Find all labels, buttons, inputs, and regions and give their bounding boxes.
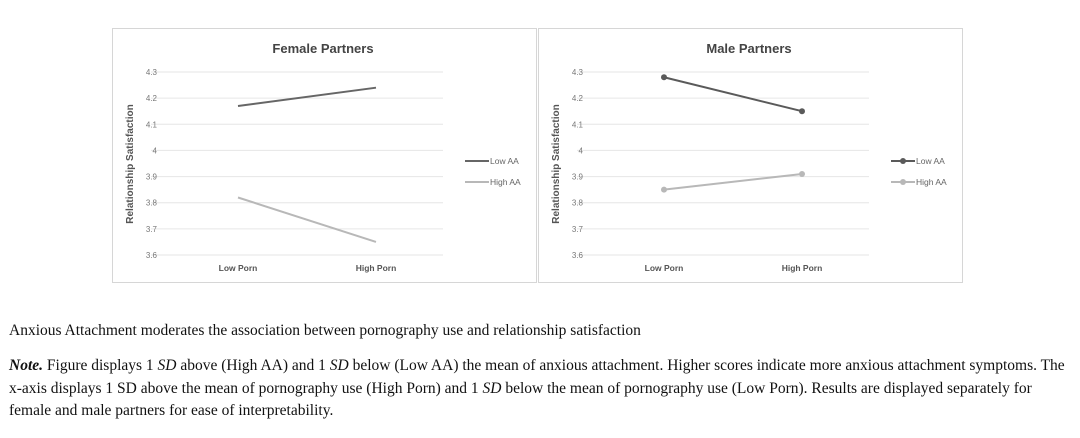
chart-male-svg: Male Partners Relationship Satisfaction 4.… [551, 41, 947, 273]
legend-marker [900, 179, 906, 185]
y-tick-label: 3.7 [146, 225, 158, 234]
y-tick-label: 4.3 [146, 68, 158, 77]
note-text-2: above (High AA) and 1 [176, 357, 330, 374]
chart-male-partners: Male Partners Relationship Satisfaction 4.… [538, 28, 963, 283]
figure-note: Note. Figure displays 1 SD above (High A… [9, 355, 1071, 423]
y-tick-label: 3.6 [146, 251, 158, 260]
note-label: Note. [9, 357, 44, 374]
legend-marker [900, 158, 906, 164]
y-tick-label: 4.3 [572, 68, 584, 77]
y-tick-label: 4.1 [572, 120, 584, 129]
y-tick-label: 3.8 [146, 199, 158, 208]
y-tick-label: 3.7 [572, 225, 584, 234]
legend-label: High AA [490, 177, 521, 187]
y-axis-label: Relationship Satisfaction [125, 104, 136, 223]
data-point [661, 74, 667, 81]
y-tick-label: 4.1 [146, 120, 158, 129]
series-line [663, 172, 803, 191]
series-line [237, 196, 377, 243]
y-tick-label: 4 [579, 146, 584, 155]
note-text-1: Figure displays 1 [43, 357, 158, 374]
data-point [799, 108, 805, 115]
y-tick-label: 3.6 [572, 251, 584, 260]
note-text-4: below the mean of pornography use (Low P… [9, 379, 1032, 420]
legend-label: High AA [916, 177, 947, 187]
chart-title: Female Partners [272, 41, 373, 56]
note-sd-3: SD [482, 379, 502, 397]
chart-female-partners: Female Partners Relationship Satisfaction… [112, 28, 537, 283]
note-text-3: below (Low AA) the mean of anxious attac… [9, 357, 1065, 397]
series-line [237, 86, 377, 107]
y-tick-label: 3.9 [572, 173, 584, 182]
y-tick-label: 4 [153, 146, 158, 155]
y-axis-label: Relationship Satisfaction [551, 104, 562, 223]
y-tick-label: 4.2 [572, 94, 584, 103]
chart-title: Male Partners [706, 41, 791, 56]
y-tick-label: 3.8 [572, 199, 584, 208]
y-tick-label: 3.9 [146, 173, 158, 182]
note-sd-1: SD [157, 357, 177, 374]
y-tick-label: 4.2 [146, 94, 158, 103]
chart-female-svg: Female Partners Relationship Satisfaction… [125, 41, 521, 273]
data-point [799, 170, 805, 177]
x-tick-label: Low Porn [645, 263, 684, 273]
figure-caption: Anxious Attachment moderates the associa… [9, 322, 641, 339]
legend-label: Low AA [490, 156, 519, 166]
x-tick-label: High Porn [356, 263, 397, 273]
legend-label: Low AA [916, 156, 945, 166]
series-line [663, 76, 803, 113]
x-tick-label: Low Porn [219, 263, 258, 273]
x-tick-label: High Porn [782, 263, 823, 273]
data-point [661, 186, 667, 193]
note-sd-2: SD [329, 357, 349, 374]
